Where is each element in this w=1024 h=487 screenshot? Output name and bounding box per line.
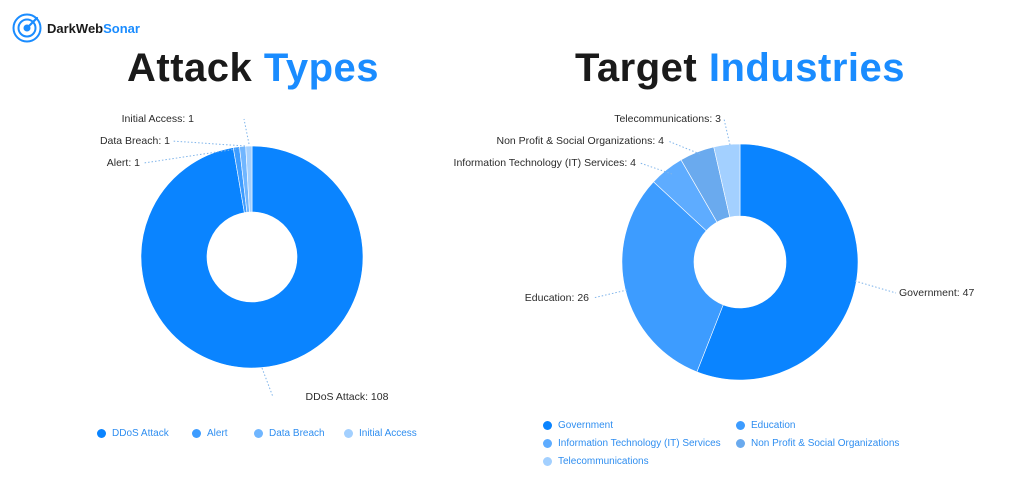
legend-swatch-icon [97,429,106,438]
leader-line-initial-access [243,118,250,145]
legend-swatch-icon [543,421,552,430]
legend-item-telecommunications[interactable]: Telecommunications [543,456,649,467]
legend-label: Telecommunications [558,456,649,467]
legend-label: Education [751,420,796,431]
data-label-non-profit-social-organizations: Non Profit & Social Organizations: 4 [497,135,665,147]
slice-ddos-attack [140,145,364,369]
legend-swatch-icon [543,457,552,466]
legend-label: Non Profit & Social Organizations [751,438,900,449]
leader-line-data-breach [171,140,246,147]
leader-line-information-technology-it-services [639,162,673,175]
attack-types-title: Attack Types [126,46,380,90]
legend-swatch-icon [254,429,263,438]
legend-label: Government [558,420,614,431]
legend-item-alert[interactable]: Alert [192,428,228,439]
legend-item-data-breach[interactable]: Data Breach [254,428,325,439]
leader-line-telecommunications [723,118,731,146]
data-label-telecommunications: Telecommunications: 3 [614,113,721,125]
legend-label: Information Technology (IT) Services [558,438,721,449]
leader-line-government [854,280,897,294]
slice-government [696,143,859,381]
data-label-education: Education: 26 [525,292,589,304]
data-label-information-technology-it-services: Information Technology (IT) Services: 4 [454,157,637,169]
slice-education [621,181,724,373]
slice-telecommunications [713,143,741,218]
legend-swatch-icon [543,439,552,448]
leader-line-non-profit-social-organizations [667,140,701,155]
legend-item-education[interactable]: Education [736,420,795,431]
leader-line-alert [143,147,244,164]
legend-item-government[interactable]: Government [543,420,613,431]
leader-line-ddos-attack [261,367,274,398]
legend-swatch-icon [736,439,745,448]
legend-label: Alert [207,428,228,439]
brand-name: DarkWebSonar [47,20,140,36]
slice-initial-access [245,145,253,213]
radar-logo-icon [12,13,42,43]
legend-label: Initial Access [359,428,417,439]
brand: DarkWebSonar [12,13,140,43]
data-label-initial-access: Initial Access: 1 [122,113,195,125]
legend-swatch-icon [736,421,745,430]
data-label-ddos-attack: DDoS Attack: 108 [306,391,389,403]
legend-item-non-profit-social-organizations[interactable]: Non Profit & Social Organizations [736,438,899,449]
legend-item-ddos-attack[interactable]: DDoS Attack [97,428,169,439]
legend-swatch-icon [344,429,353,438]
legend-label: Data Breach [269,428,325,439]
legend-label: DDoS Attack [112,428,169,439]
target-industries-title: Target Industries [574,46,906,90]
data-label-data-breach: Data Breach: 1 [100,135,170,147]
data-label-alert: Alert: 1 [107,157,140,169]
data-label-government: Government: 47 [899,287,974,299]
legend-item-information-technology-it-services[interactable]: Information Technology (IT) Services [543,438,721,449]
legend-item-initial-access[interactable]: Initial Access [344,428,417,439]
leader-line-education [592,289,628,299]
legend-swatch-icon [192,429,201,438]
